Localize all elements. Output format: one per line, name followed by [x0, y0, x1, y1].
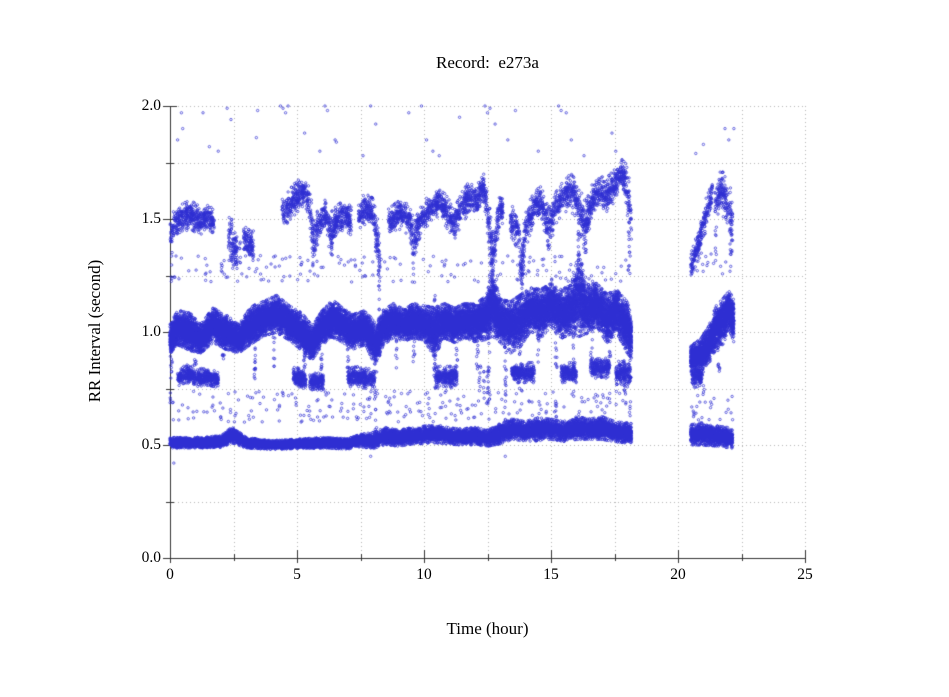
x-tick-label: 5 — [293, 566, 301, 583]
y-tick-label: 1.5 — [141, 209, 161, 227]
chart-title: Record: e273a — [436, 53, 539, 72]
y-tick-label: 0.0 — [141, 548, 161, 566]
y-tick-label: 1.0 — [141, 322, 161, 340]
x-tick-label: 0 — [166, 566, 174, 583]
x-tick-label: 25 — [797, 566, 813, 583]
x-tick-label: 10 — [416, 566, 432, 583]
y-tick-label: 0.5 — [141, 435, 161, 453]
y-tick-label: 2.0 — [141, 96, 161, 114]
x-tick-label: 20 — [670, 566, 686, 583]
x-axis-label: Time (hour) — [446, 619, 529, 638]
y-axis-label: RR Interval (second) — [85, 259, 104, 403]
x-tick-label: 15 — [543, 566, 559, 583]
